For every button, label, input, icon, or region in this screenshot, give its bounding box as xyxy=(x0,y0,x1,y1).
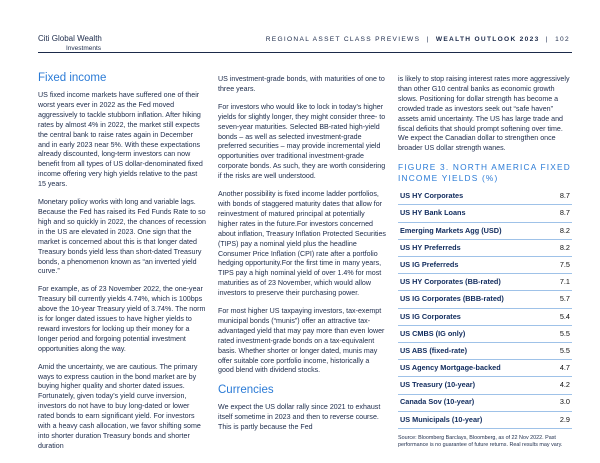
paragraph: US investment-grade bonds, with maturiti… xyxy=(218,75,385,93)
paragraph: is likely to stop raising interest rates… xyxy=(398,75,570,153)
row-label: US HY Corporates (BB-rated) xyxy=(398,273,542,292)
paragraph: US fixed income markets have suffered on… xyxy=(38,91,203,189)
row-label: US CMBS (IG only) xyxy=(398,325,542,343)
table-row: US HY Corporates 8.7 xyxy=(398,188,572,206)
paragraph: We expect the US dollar rally since 2021… xyxy=(218,403,381,432)
column-2: US investment-grade bonds, with maturiti… xyxy=(218,75,386,441)
row-label: Canada Sov (10-year) xyxy=(398,394,542,412)
row-value: 4.2 xyxy=(542,376,572,395)
brand: Citi Global Wealth xyxy=(38,34,102,43)
row-label: US Municipals (10-year) xyxy=(398,411,542,429)
table-row: US IG Preferreds 7.5 xyxy=(398,256,572,275)
table-body: US HY Corporates 8.7 US HY Bank Loans 8.7 Em… xyxy=(398,188,572,429)
yield-table: US HY Corporates 8.7 US HY Bank Loans 8.7 Em… xyxy=(398,188,572,429)
table-row: Canada Sov (10-year) 3.0 xyxy=(398,394,572,412)
row-label: US HY Preferreds xyxy=(398,239,542,258)
brand-sub: Investments xyxy=(66,45,102,52)
row-value: 3.0 xyxy=(542,394,572,412)
row-value: 5.5 xyxy=(542,325,572,343)
row-value: 5.7 xyxy=(542,290,572,309)
paragraph: For most higher US taxpaying investors, … xyxy=(218,307,385,375)
paragraph: Monetary policy works with long and vari… xyxy=(38,198,206,276)
table-row: US CMBS (IG only) 5.5 xyxy=(398,325,572,343)
figure-title: FIGURE 3. NORTH AMERICA FIXED INCOME YIE… xyxy=(398,162,571,184)
row-value: 5.4 xyxy=(542,308,572,326)
table-row: US HY Bank Loans 8.7 xyxy=(398,204,572,223)
heading: Currencies xyxy=(218,384,274,397)
table-row: US IG Corporates (BBB-rated) 5.7 xyxy=(398,290,572,309)
column-3: is likely to stop raising interest rates… xyxy=(398,75,572,450)
section: REGIONAL ASSET CLASS PREVIEWS xyxy=(265,36,421,43)
row-label: US IG Corporates (BBB-rated) xyxy=(398,290,542,309)
row-value: 2.9 xyxy=(542,411,572,429)
column-1: Fixed income US fixed income markets hav… xyxy=(38,72,206,460)
paragraph: For example, as of 23 November 2022, the… xyxy=(38,285,206,353)
row-label: US Agency Mortgage-backed xyxy=(398,359,542,378)
row-label: US Treasury (10-year) xyxy=(398,376,542,395)
paragraph: Another possibility is fixed income ladd… xyxy=(218,190,386,298)
paragraph: For investors who would like to lock in … xyxy=(218,102,386,181)
row-label: US IG Corporates xyxy=(398,308,542,326)
paragraph: Amid the uncertainty, we are cautious. T… xyxy=(38,362,201,450)
row-value: 8.2 xyxy=(542,239,572,258)
table-row: US ABS (fixed-rate) 5.5 xyxy=(398,342,572,361)
row-label: US ABS (fixed-rate) xyxy=(398,342,542,361)
row-label: US HY Bank Loans xyxy=(398,204,542,223)
running-header: REGIONAL ASSET CLASS PREVIEWS | WEALTH O… xyxy=(265,36,570,43)
row-value: 4.7 xyxy=(542,359,572,378)
source-note: Source: Bloomberg Barclays, Bloomberg, a… xyxy=(398,434,563,449)
row-label: US IG Preferreds xyxy=(398,256,542,275)
heading: Fixed income xyxy=(38,72,107,84)
row-value: 7.1 xyxy=(542,273,572,292)
table-row: US Treasury (10-year) 4.2 xyxy=(398,376,572,395)
rule xyxy=(38,52,572,53)
publication: WEALTH OUTLOOK 2023 xyxy=(435,36,540,43)
row-value: 5.5 xyxy=(542,342,572,361)
table-row: US HY Preferreds 8.2 xyxy=(398,239,572,258)
row-value: 7.5 xyxy=(542,256,572,275)
page-number: 102 xyxy=(555,36,570,43)
row-value: 8.7 xyxy=(542,188,572,206)
row-value: 8.2 xyxy=(542,222,572,240)
table-row: US Agency Mortgage-backed 4.7 xyxy=(398,359,572,378)
row-label: Emerging Markets Agg (USD) xyxy=(398,222,542,240)
row-value: 8.7 xyxy=(542,204,572,223)
table-row: Emerging Markets Agg (USD) 8.2 xyxy=(398,222,572,240)
row-label: US HY Corporates xyxy=(398,188,542,206)
table-row: US HY Corporates (BB-rated) 7.1 xyxy=(398,273,572,292)
table-row: US Municipals (10-year) 2.9 xyxy=(398,411,572,429)
table-row: US IG Corporates 5.4 xyxy=(398,308,572,326)
